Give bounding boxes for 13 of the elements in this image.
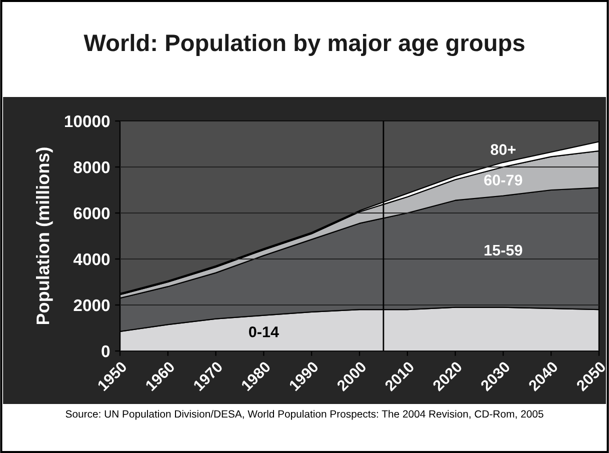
y-axis-title: Population (millions)	[36, 148, 53, 324]
y-tick-label: 10000	[64, 115, 110, 128]
chart-title: World: Population by major age groups	[84, 34, 524, 56]
y-tick-label: 2000	[74, 299, 110, 312]
series-label: 0-14	[249, 326, 279, 338]
source-note: Source: UN Population Division/DESA, World Population Prospects: The 2004 Revision, CD-Rom, 2005	[66, 410, 544, 420]
y-tick-label: 6000	[74, 207, 110, 220]
y-tick-label: 8000	[74, 161, 110, 174]
y-tick-label: 0	[102, 345, 110, 358]
series-label: 80+	[490, 144, 516, 155]
series-label: 15-59	[484, 244, 522, 256]
series-label: 60-79	[484, 174, 522, 186]
y-tick-label: 4000	[73, 253, 110, 266]
